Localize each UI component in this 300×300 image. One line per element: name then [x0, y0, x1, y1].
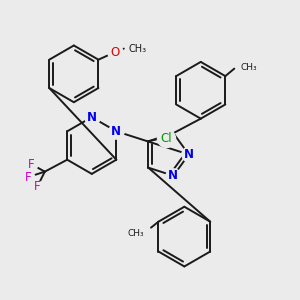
Text: Cl: Cl — [160, 132, 172, 145]
Text: CH₃: CH₃ — [128, 229, 144, 238]
Text: F: F — [34, 180, 41, 193]
Text: F: F — [28, 158, 35, 171]
Text: N: N — [184, 148, 194, 161]
Text: N: N — [87, 111, 97, 124]
Text: N: N — [111, 125, 121, 138]
Text: CH₃: CH₃ — [241, 63, 257, 72]
Text: O: O — [110, 46, 119, 59]
Text: F: F — [25, 170, 32, 184]
Text: N: N — [168, 169, 178, 182]
Text: CH₃: CH₃ — [128, 44, 146, 54]
